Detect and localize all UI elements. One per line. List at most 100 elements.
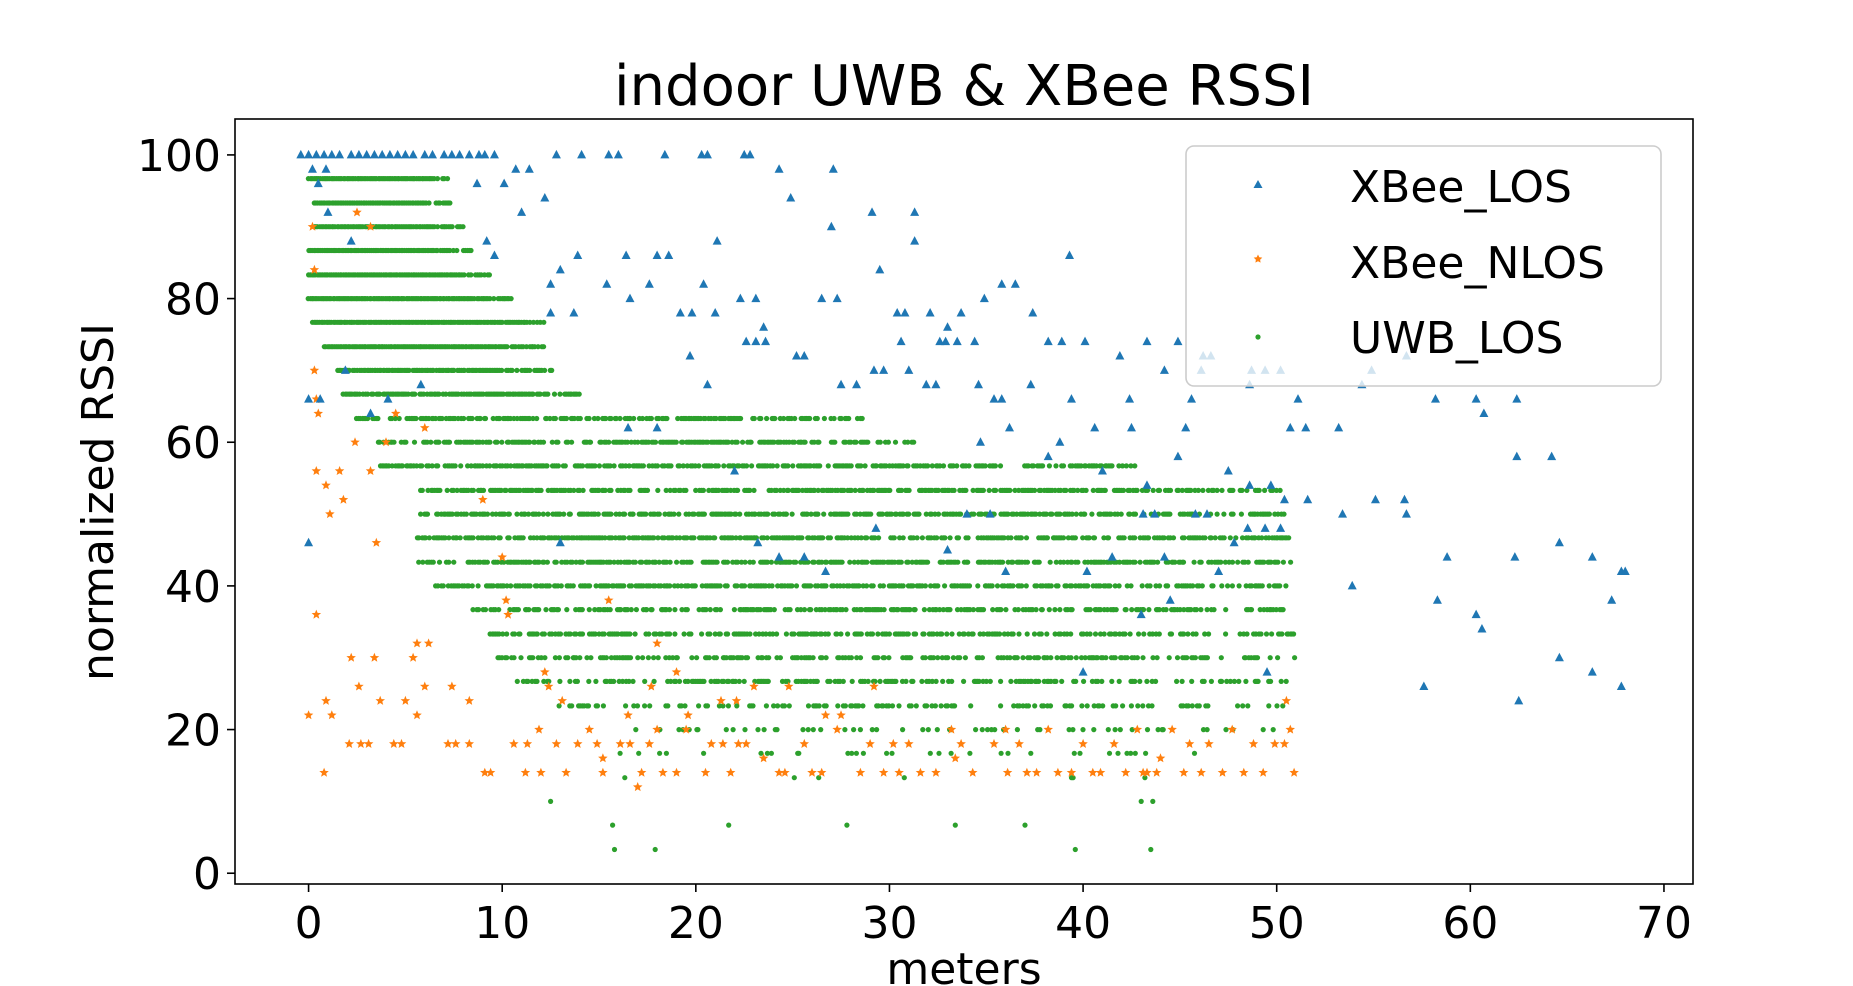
uwb-los-point [1048, 655, 1054, 661]
uwb-los-point [607, 607, 613, 613]
uwb-los-point [1068, 655, 1074, 661]
uwb-los-point [469, 415, 475, 422]
uwb-los-point [514, 367, 520, 373]
uwb-los-point [731, 607, 738, 613]
xbee-los-point [836, 379, 846, 389]
uwb-los-point [1127, 631, 1133, 637]
uwb-los-point [579, 607, 585, 613]
uwb-los-point [805, 703, 812, 709]
xbee-los-point [546, 307, 556, 317]
uwb-los-point [1087, 631, 1093, 637]
uwb-los-point [1278, 678, 1284, 685]
uwb-los-point [1122, 631, 1128, 637]
xbee-los-point [1347, 580, 1357, 590]
uwb-los-point [655, 487, 661, 493]
xbee-los-point [480, 149, 490, 159]
uwb-los-point [1274, 703, 1280, 709]
uwb-los-point [628, 583, 635, 589]
uwb-los-point [954, 463, 960, 469]
uwb-los-point [997, 631, 1003, 637]
xbee-los-point [455, 149, 465, 159]
xbee-los-point [952, 336, 962, 346]
uwb-los-point [667, 583, 673, 589]
xbee-los-point [1005, 422, 1015, 432]
uwb-los-point [487, 439, 493, 445]
uwb-los-point [932, 703, 939, 709]
uwb-los-point [1080, 727, 1086, 733]
uwb-los-point [906, 511, 912, 517]
uwb-los-point [1055, 583, 1061, 589]
xbee-los-point [702, 149, 712, 159]
uwb-los-point [683, 487, 689, 493]
xbee-los-point [925, 307, 935, 317]
xbee-los-point [786, 193, 796, 202]
x-tick-label: 60 [1442, 898, 1498, 949]
uwb-los-point [763, 703, 770, 709]
uwb-los-point [1113, 607, 1119, 613]
uwb-los-point [656, 511, 662, 517]
uwb-los-point [1132, 535, 1138, 541]
xbee-los-point [604, 149, 614, 159]
xbee-los-point [761, 336, 771, 346]
uwb-los-point [751, 487, 757, 493]
uwb-los-point [1214, 487, 1220, 493]
uwb-los-point [761, 727, 767, 733]
uwb-los-point [875, 631, 881, 637]
uwb-los-point [649, 607, 655, 613]
uwb-los-point [886, 655, 892, 661]
uwb-los-point [825, 463, 831, 469]
uwb-los-point [980, 607, 987, 613]
uwb-los-point [675, 415, 681, 422]
xbee-nlos-point [989, 738, 999, 748]
uwb-los-point [957, 655, 963, 661]
xbee-nlos-point [319, 767, 329, 777]
uwb-los-point [700, 487, 707, 493]
uwb-los-point [699, 631, 705, 637]
uwb-los-point [789, 511, 795, 517]
uwb-los-point [725, 439, 731, 445]
uwb-los-point [1091, 727, 1097, 733]
xbee-nlos-point [423, 638, 434, 648]
uwb-los-point [949, 678, 955, 685]
uwb-los-point [1089, 511, 1095, 517]
xbee-los-point [573, 250, 583, 259]
uwb-los-point [911, 439, 917, 445]
xbee-nlos-points [303, 207, 1299, 792]
uwb-los-point [1032, 703, 1038, 709]
uwb-los-point [952, 822, 958, 828]
uwb-los-point [1003, 607, 1009, 613]
uwb-los-point [845, 511, 851, 517]
uwb-los-point [617, 415, 623, 422]
uwb-los-point [694, 655, 700, 661]
uwb-los-point [965, 559, 971, 565]
uwb-los-point [1016, 631, 1022, 637]
xbee-los-point [335, 149, 345, 159]
uwb-los-point [838, 631, 844, 637]
uwb-los-point [823, 703, 829, 709]
uwb-los-point [1248, 607, 1255, 613]
legend-label-xbee-nlos: XBee_NLOS [1350, 238, 1605, 289]
uwb-los-point [783, 511, 790, 517]
uwb-los-point [1112, 727, 1118, 733]
uwb-los-point [862, 463, 868, 469]
xbee-nlos-point [1120, 767, 1131, 777]
uwb-los-point [1137, 559, 1143, 565]
uwb-los-point [701, 511, 708, 517]
uwb-los-point [534, 415, 540, 422]
uwb-los-point [748, 439, 754, 445]
uwb-los-point [411, 439, 418, 445]
xbee-nlos-point [598, 767, 608, 777]
uwb-los-point [1208, 678, 1214, 685]
uwb-los-point [1283, 583, 1289, 589]
xbee-los-point [904, 365, 914, 374]
uwb-los-point [920, 727, 926, 733]
xbee-los-point [408, 149, 418, 159]
xbee-nlos-point [915, 767, 926, 777]
uwb-los-point [1167, 487, 1174, 493]
uwb-los-point [515, 607, 522, 613]
uwb-los-point [910, 678, 916, 685]
uwb-los-point [484, 559, 490, 565]
uwb-los-point [1227, 535, 1233, 541]
uwb-los-point [1199, 583, 1205, 589]
uwb-los-point [1174, 655, 1181, 661]
